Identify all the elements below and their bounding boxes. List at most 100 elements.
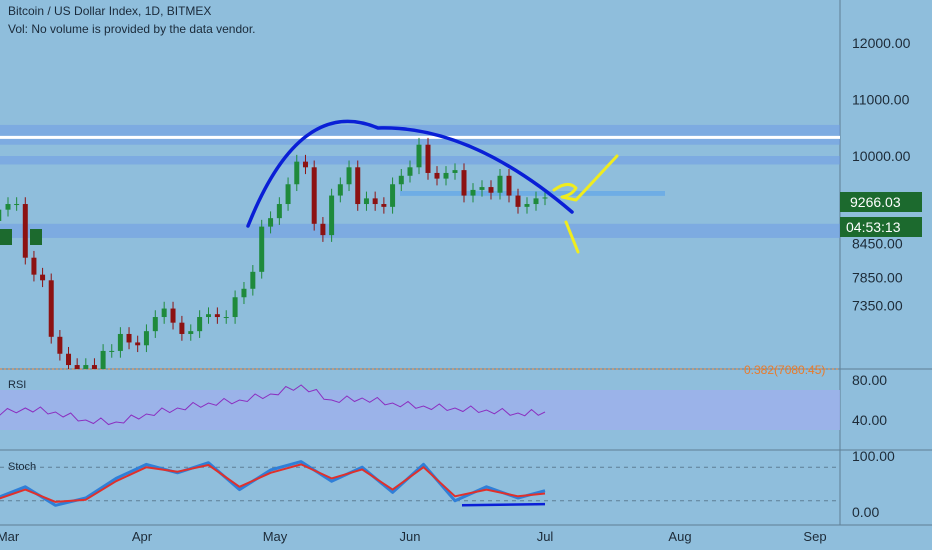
price-axis-label: 11000.00 (852, 92, 910, 108)
candle-body (31, 257, 37, 275)
time-axis-label: Aug (668, 529, 691, 544)
candle-body (479, 187, 485, 190)
stoch-title: Stoch (8, 461, 36, 473)
resistance-zone[interactable] (0, 124, 840, 145)
candle-body (22, 204, 28, 258)
candle-body (488, 187, 494, 193)
candle-body (390, 184, 396, 207)
candle-body (40, 274, 46, 281)
candle-body (214, 314, 220, 318)
volume-note: Vol: No volume is provided by the data v… (8, 22, 255, 36)
countdown-label: 04:53:13 (846, 219, 901, 235)
candle-body (533, 198, 539, 205)
candle-body (329, 195, 335, 236)
candlestick-series (0, 137, 548, 369)
candle-body (91, 365, 97, 369)
candle-body (14, 204, 20, 206)
candle-body (126, 333, 132, 343)
rsi-axis-label: 80.00 (852, 372, 887, 388)
candle-body (0, 209, 2, 221)
rsi-title: RSI (8, 379, 26, 391)
candle-body (5, 204, 11, 210)
candle-body (268, 218, 274, 227)
symbol-title: Bitcoin / US Dollar Index, 1D, BITMEX (8, 4, 211, 18)
rsi-pane[interactable]: 80.00 40.00 (0, 372, 887, 430)
candle-body (250, 271, 256, 289)
price-axis-label: 7350.00 (852, 298, 903, 314)
candle-body (109, 350, 115, 352)
candle-body (461, 170, 467, 196)
left-edge-marker (0, 229, 12, 245)
candle-body (311, 167, 317, 224)
candle-body (152, 317, 158, 332)
price-axis-label: 7850.00 (852, 269, 903, 285)
time-axis-label: Apr (132, 529, 153, 544)
stoch-k-line (0, 460, 546, 507)
bullish-path-annotation[interactable] (552, 154, 619, 202)
candle-body (407, 167, 413, 176)
candle-body (416, 144, 422, 168)
resistance-zone[interactable] (0, 223, 840, 238)
candle-body (497, 175, 503, 193)
stoch-trendline[interactable] (461, 502, 546, 507)
candle-body (452, 170, 458, 173)
bearish-path-annotation[interactable] (564, 220, 580, 254)
candle-body (100, 350, 106, 369)
time-axis-label: Jul (537, 529, 554, 544)
candle-body (83, 365, 89, 369)
fib-label: 0.382(7080.45) (744, 363, 825, 377)
stoch-axis-label: 0.00 (852, 504, 879, 520)
last-price-tag (840, 192, 922, 212)
candle-body (506, 175, 512, 196)
candle-body (337, 184, 343, 196)
candle-body (135, 342, 141, 346)
candle-body (320, 223, 326, 236)
price-axis-label: 8450.00 (852, 236, 903, 252)
time-axis[interactable]: Mar Apr May Jun Jul Aug Sep (0, 524, 932, 544)
stoch-pane[interactable]: 100.00 0.00 (0, 448, 895, 520)
candle-body (285, 184, 291, 205)
stoch-axis-label: 100.00 (852, 448, 895, 464)
drawing-layer (246, 119, 619, 254)
candle-body (179, 322, 185, 334)
last-price-label: 9266.03 (850, 194, 901, 210)
candle-body (206, 314, 211, 318)
candle-body (363, 198, 369, 205)
candle-body (57, 336, 63, 354)
candle-body (66, 353, 72, 366)
candle-body (398, 175, 404, 185)
candle-body (381, 204, 387, 207)
candle-body (197, 317, 203, 332)
candle-body (241, 288, 247, 298)
candle-body (372, 198, 378, 205)
candle-body (294, 161, 300, 185)
candle-body (515, 195, 521, 207)
candle-body (425, 144, 431, 173)
candle-body (542, 197, 548, 199)
candle-body (188, 331, 194, 334)
candle-body (524, 204, 530, 207)
candle-body (117, 333, 123, 351)
candle-body (302, 161, 308, 168)
rsi-band (0, 390, 840, 430)
price-axis-label: 10000.00 (852, 148, 911, 164)
support-zone[interactable] (400, 191, 665, 196)
time-axis-label: Jun (400, 529, 421, 544)
rsi-line (0, 384, 546, 426)
countdown-tag (840, 217, 922, 237)
left-edge-marker-2 (30, 229, 42, 245)
candle-body (434, 172, 440, 179)
rounded-top-arc[interactable] (246, 119, 574, 228)
price-axis[interactable]: 12000.00 11000.00 10000.00 8450.00 7850.00 73… (852, 35, 911, 314)
time-axis-label: Mar (0, 529, 20, 544)
rsi-axis-label: 40.00 (852, 412, 887, 428)
candle-body (74, 365, 80, 369)
candle-body (232, 297, 238, 318)
candle-body (355, 167, 361, 205)
price-axis-label: 12000.00 (852, 35, 911, 51)
candle-body (170, 308, 176, 323)
time-axis-label: Sep (803, 529, 826, 544)
